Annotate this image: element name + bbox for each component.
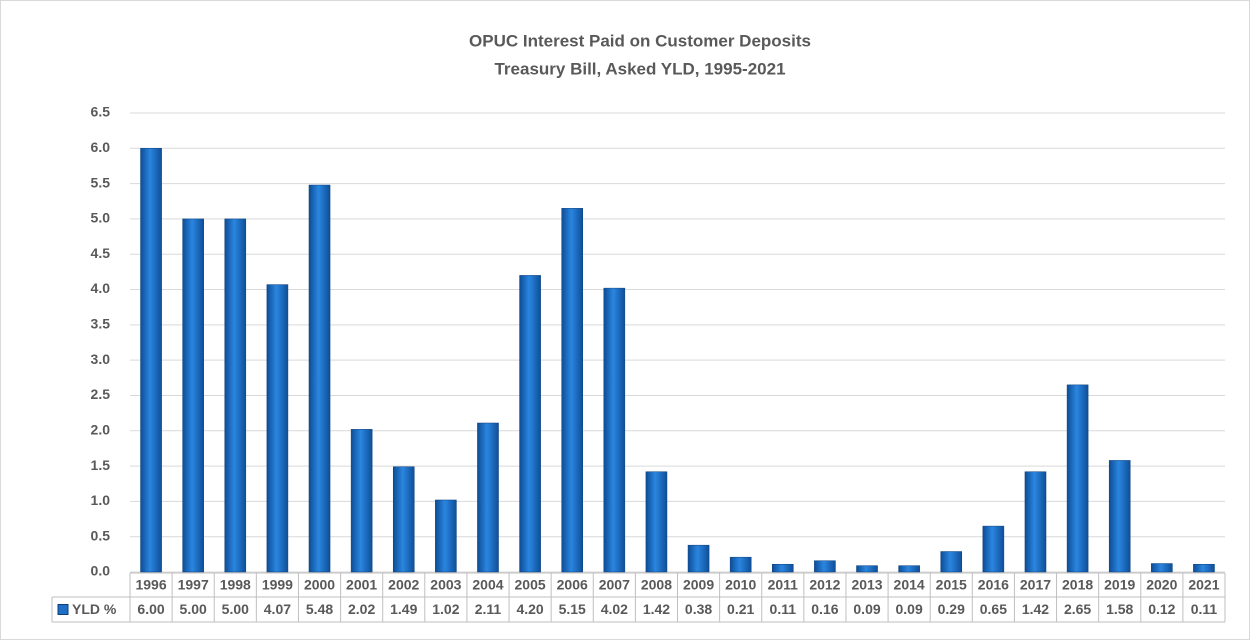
x-tick-label: 2013 [851, 577, 882, 593]
table-value: 0.38 [685, 601, 712, 617]
table-value: 0.11 [770, 601, 797, 617]
bar [1151, 563, 1173, 573]
table-value: 5.00 [222, 601, 249, 617]
x-tick-label: 2003 [430, 577, 461, 593]
table-value: 5.48 [306, 601, 333, 617]
x-tick-label: 2000 [304, 577, 335, 593]
legend-key [57, 604, 69, 615]
y-tick-label: 6.0 [91, 139, 111, 155]
bar [435, 499, 457, 573]
bar [687, 544, 710, 573]
bar [856, 565, 878, 573]
table-value: 0.12 [1148, 601, 1175, 617]
x-tick-label: 1998 [220, 577, 251, 593]
y-tick-label: 1.5 [91, 457, 111, 473]
bar [519, 275, 541, 573]
bar [308, 184, 331, 573]
bar [729, 556, 752, 573]
x-tick-label: 2016 [978, 577, 1009, 593]
chart-subtitle: Treasury Bill, Asked YLD, 1995-2021 [494, 59, 785, 78]
bar [266, 284, 289, 573]
y-tick-label: 4.5 [91, 245, 111, 261]
bar [982, 525, 1005, 573]
table-value: 1.49 [390, 601, 417, 617]
y-tick-label: 2.0 [91, 421, 111, 437]
x-tick-label: 2006 [557, 577, 588, 593]
table-value: 4.02 [601, 601, 628, 617]
table-value: 1.02 [432, 601, 459, 617]
table-value: 0.29 [938, 601, 965, 617]
bar [561, 208, 583, 573]
table-value: 0.21 [727, 601, 754, 617]
bar [392, 466, 415, 573]
x-tick-label: 2012 [809, 577, 840, 593]
bar [140, 148, 162, 573]
y-tick-label: 3.5 [91, 316, 111, 332]
table-value: 2.02 [348, 601, 375, 617]
x-tick-label: 2018 [1062, 577, 1093, 593]
bar [224, 218, 247, 573]
x-tick-label: 2004 [472, 577, 503, 593]
legend-label: YLD % [72, 601, 117, 617]
table-value: 4.20 [516, 601, 543, 617]
bar [1108, 460, 1131, 573]
x-tick-label: 2021 [1188, 577, 1219, 593]
y-tick-label: 6.5 [91, 104, 111, 120]
bar [603, 287, 626, 573]
bar [182, 218, 204, 573]
table-value: 5.00 [180, 601, 207, 617]
y-tick-label: 1.0 [91, 492, 111, 508]
table-value: 6.00 [137, 601, 164, 617]
table-value: 5.15 [559, 601, 586, 617]
x-tick-label: 1997 [178, 577, 209, 593]
table-value: 0.11 [1191, 601, 1218, 617]
y-tick-label: 3.0 [91, 351, 111, 367]
table-value: 2.65 [1064, 601, 1091, 617]
bar [645, 471, 668, 573]
y-tick-label: 0.0 [91, 563, 111, 579]
x-tick-label: 2007 [599, 577, 630, 593]
bar [1066, 384, 1089, 573]
table-value: 0.65 [980, 601, 1007, 617]
x-tick-label: 2017 [1020, 577, 1051, 593]
table-value: 4.07 [264, 601, 291, 617]
x-tick-label: 2001 [346, 577, 377, 593]
x-tick-label: 2014 [894, 577, 925, 593]
table-value: 2.11 [475, 601, 502, 617]
y-tick-label: 5.0 [91, 210, 111, 226]
table-value: 0.16 [811, 601, 838, 617]
x-tick-label: 1996 [135, 577, 166, 593]
y-tick-label: 5.5 [91, 174, 111, 190]
bar [940, 551, 963, 573]
chart-title: OPUC Interest Paid on Customer Deposits [469, 31, 811, 50]
y-tick-label: 2.5 [91, 386, 111, 402]
x-tick-label: 2002 [388, 577, 419, 593]
x-tick-label: 2005 [515, 577, 546, 593]
x-tick-label: 2009 [683, 577, 714, 593]
table-value: 1.42 [643, 601, 670, 617]
table-value: 1.42 [1022, 601, 1049, 617]
table-value: 1.58 [1106, 601, 1133, 617]
x-tick-label: 2019 [1104, 577, 1135, 593]
bar [814, 560, 836, 573]
x-tick-label: 2020 [1146, 577, 1177, 593]
x-tick-label: 1999 [262, 577, 293, 593]
x-tick-label: 2010 [725, 577, 756, 593]
bar [1024, 471, 1047, 573]
y-tick-label: 0.5 [91, 527, 111, 543]
x-tick-label: 2015 [936, 577, 967, 593]
bar [350, 429, 373, 573]
table-value: 0.09 [896, 601, 923, 617]
x-tick-label: 2008 [641, 577, 672, 593]
bar [1193, 563, 1215, 573]
bar [477, 422, 499, 573]
bar [898, 565, 920, 573]
y-tick-label: 4.0 [91, 280, 111, 296]
bar [772, 563, 794, 573]
x-tick-label: 2011 [768, 577, 799, 593]
table-value: 0.09 [853, 601, 880, 617]
